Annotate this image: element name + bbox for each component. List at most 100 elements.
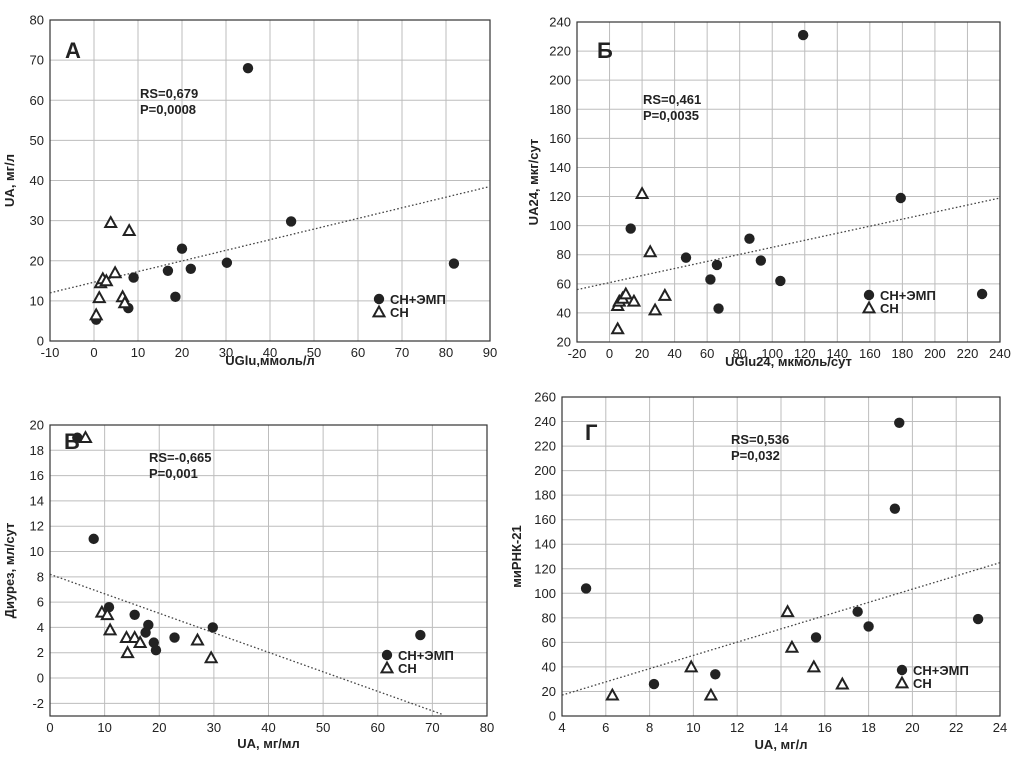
data-point-triangle [99, 273, 114, 287]
data-point-circle [170, 291, 181, 303]
x-tick-label: 180 [892, 346, 914, 361]
data-point-circle [852, 606, 863, 617]
y-tick-label: 20 [557, 335, 571, 350]
y-tick-label: 180 [534, 488, 556, 503]
data-point-triangle [605, 687, 620, 701]
x-tick-label: 16 [818, 720, 832, 735]
x-tick-label: 40 [263, 345, 277, 360]
x-tick-label: 14 [774, 720, 788, 735]
data-point-triangle [703, 687, 719, 701]
plot-frame [561, 396, 1001, 717]
y-axis-title: миРНК-21 [509, 525, 524, 587]
data-point-circle [755, 255, 767, 266]
data-point-circle [889, 503, 901, 514]
y-tick-label: 14 [30, 493, 44, 508]
trend-line [49, 185, 491, 294]
data-point-circle [713, 303, 724, 314]
chart-panel-3: 0 10 20 30 40 50 60 70 80-202468101214161820UA, … [2, 418, 494, 752]
data-point-triangle [92, 290, 107, 304]
x-tick-label: 160 [859, 346, 881, 361]
x-tick-label: 6 [602, 720, 609, 735]
x-tick-label: 70 [425, 720, 439, 735]
y-tick-label: 80 [557, 247, 571, 262]
data-point-circle [710, 669, 721, 680]
data-point-circle [169, 632, 180, 643]
y-axis-title: UA24, мкг/сут [526, 139, 541, 226]
x-tick-label: 60 [371, 720, 385, 735]
data-point-triangle [120, 645, 135, 659]
y-tick-label: 10 [30, 544, 44, 559]
y-tick-label: 40 [30, 173, 44, 188]
data-point-triangle [190, 632, 205, 646]
data-point-circle [895, 192, 906, 204]
y-tick-label: 180 [549, 102, 571, 117]
data-point-circle [242, 62, 254, 74]
y-tick-label: 260 [534, 390, 556, 405]
y-tick-label: 20 [542, 684, 556, 699]
y-tick-label: 0 [37, 671, 44, 686]
stats-annotation: P=0,0035 [643, 108, 699, 123]
y-tick-label: 20 [30, 253, 44, 268]
data-point-triangle [684, 659, 699, 673]
panel-label: Г [585, 420, 598, 445]
x-tick-label: 100 [761, 346, 783, 361]
y-tick-label: 60 [557, 276, 571, 291]
y-tick-label: 240 [549, 15, 571, 30]
stats-annotation: RS=0,461 [643, 92, 701, 107]
panel-label: В [64, 429, 80, 454]
panel-label: Б [597, 38, 613, 63]
data-point-triangle [107, 265, 123, 279]
legend-marker-circle [896, 664, 908, 676]
y-tick-label: 120 [549, 189, 571, 204]
y-tick-label: 50 [30, 133, 44, 148]
y-tick-label: 10 [30, 293, 44, 308]
x-tick-label: 20 [905, 720, 919, 735]
y-axis-title: Диурез, мл/сут [2, 523, 17, 619]
data-point-circle [863, 621, 874, 632]
data-point-circle [448, 258, 460, 269]
x-tick-label: 30 [219, 345, 233, 360]
x-tick-label: -20 [568, 346, 587, 361]
y-tick-label: 140 [534, 537, 556, 552]
y-tick-label: 2 [37, 645, 44, 660]
legend-label: СН+ЭМП [390, 292, 446, 307]
x-tick-label: 40 [667, 346, 681, 361]
y-tick-label: 160 [534, 512, 556, 527]
data-point-triangle [835, 676, 850, 690]
data-point-circle [744, 233, 755, 244]
data-point-circle [129, 609, 140, 620]
legend-label: СН [398, 661, 417, 676]
y-tick-label: 12 [30, 519, 44, 534]
data-point-circle [150, 645, 162, 656]
y-tick-label: 70 [30, 53, 44, 68]
data-point-triangle [122, 223, 137, 237]
chart-panel-2: -20 0 20 40 60 80 100 120 140 160 180 200 220 240 20 40… [526, 15, 1011, 370]
x-tick-label: 50 [307, 345, 321, 360]
x-tick-label: -10 [41, 345, 60, 360]
trend-line [49, 573, 444, 716]
x-axis-title: UGlu24, мкмоль/сут [725, 354, 852, 369]
data-point-circle [88, 533, 99, 545]
plot-frame [49, 424, 488, 717]
data-point-circle [810, 632, 822, 643]
x-tick-label: 4 [558, 720, 565, 735]
y-tick-label: 60 [542, 635, 556, 650]
data-point-circle [580, 583, 592, 594]
legend-marker-triangle [894, 675, 910, 689]
trend-line [576, 197, 1001, 291]
data-point-circle [625, 223, 636, 234]
legend-label: СН [913, 676, 932, 691]
x-tick-label: 10 [686, 720, 700, 735]
y-tick-label: 6 [37, 595, 44, 610]
y-tick-label: 200 [549, 73, 571, 88]
x-tick-label: 10 [97, 720, 111, 735]
data-point-circle [648, 678, 660, 690]
x-tick-label: 220 [957, 346, 979, 361]
data-point-triangle [203, 650, 219, 664]
y-tick-label: 100 [534, 586, 556, 601]
x-tick-label: 80 [480, 720, 494, 735]
legend-marker-triangle [861, 300, 877, 314]
x-tick-label: 0 [90, 345, 97, 360]
